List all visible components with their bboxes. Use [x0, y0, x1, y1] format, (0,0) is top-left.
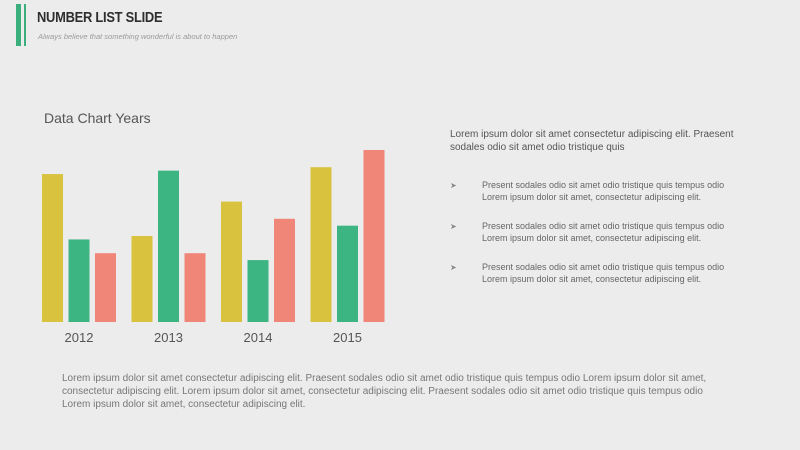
bar-2015-series-1 — [310, 167, 332, 322]
bar-2013-series-3 — [184, 253, 206, 322]
bar-2013-series-1 — [131, 236, 153, 322]
bullet-item: ➤ Present sodales odio sit amet odio tri… — [450, 221, 750, 244]
arrow-bullet-icon: ➤ — [450, 263, 457, 272]
bar-2015-series-3 — [363, 150, 385, 322]
bullet-item: ➤ Present sodales odio sit amet odio tri… — [450, 180, 750, 203]
x-tick-label: 2015 — [333, 330, 362, 345]
bar-2015-series-2 — [337, 225, 358, 322]
slide-title: NUMBER LIST SLIDE — [37, 9, 163, 26]
bar-2012-series-3 — [95, 253, 116, 322]
footer-text: Lorem ipsum dolor sit amet consectetur a… — [62, 373, 707, 410]
bullet-text: Present sodales odio sit amet odio trist… — [482, 180, 725, 202]
bullet-text: Present sodales odio sit amet odio trist… — [482, 221, 725, 243]
accent-bar — [16, 4, 21, 46]
bullet-text: Present sodales odio sit amet odio trist… — [482, 262, 725, 284]
chart-title: Data Chart Years — [44, 110, 151, 126]
bar-2014-series-3 — [274, 218, 295, 322]
bullet-list: ➤ Present sodales odio sit amet odio tri… — [450, 180, 750, 303]
accent-bar-thin — [24, 4, 26, 46]
intro-text: Lorem ipsum dolor sit amet consectetur a… — [450, 129, 734, 153]
x-tick-label: 2014 — [244, 330, 273, 345]
bullet-item: ➤ Present sodales odio sit amet odio tri… — [450, 262, 750, 285]
arrow-bullet-icon: ➤ — [450, 222, 457, 231]
x-tick-label: 2013 — [154, 330, 183, 345]
bar-2013-series-2 — [158, 170, 179, 322]
bar-2012-series-1 — [42, 174, 63, 322]
bar-2014-series-2 — [247, 260, 269, 322]
slide-subtitle: Always believe that something wonderful … — [38, 32, 238, 41]
arrow-bullet-icon: ➤ — [450, 181, 457, 190]
bar-chart: 2012 2013 2014 2015 — [42, 150, 385, 345]
x-tick-label: 2012 — [65, 330, 94, 345]
bar-2012-series-2 — [68, 239, 90, 322]
bar-2014-series-1 — [221, 201, 242, 322]
